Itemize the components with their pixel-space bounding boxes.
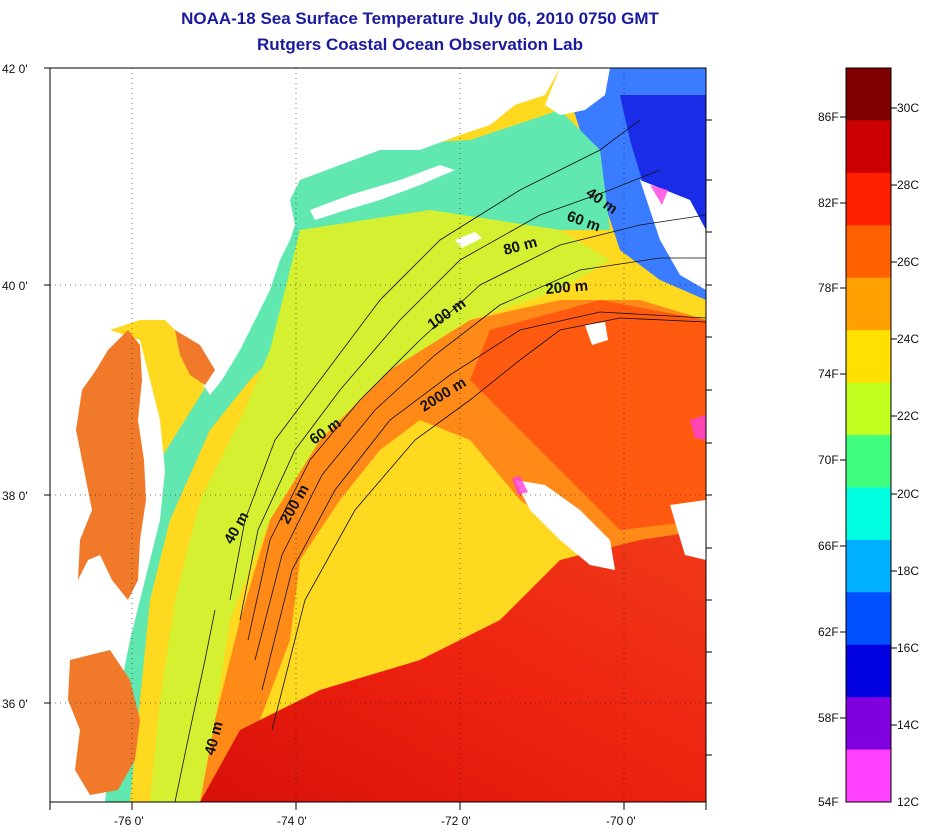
colorbar-c-label: 14C	[897, 718, 920, 732]
colorbar-frame	[845, 67, 892, 803]
lat-label: 38 0'	[2, 489, 28, 503]
colorbar-f-label: 70F	[818, 453, 839, 467]
contour-label: 200 m	[545, 277, 589, 298]
colorbar-band	[846, 172, 891, 226]
axis-ticks	[44, 67, 712, 810]
contour-80m	[247, 214, 706, 641]
lat-label: 36 0'	[2, 697, 28, 711]
contour-40m	[229, 119, 641, 601]
colorbar-band	[846, 644, 891, 698]
colorbar-band	[846, 382, 891, 436]
delaware-bay	[175, 330, 215, 385]
colorbar-c-label: 24C	[897, 332, 920, 346]
warm-eddy-region	[470, 300, 706, 530]
cloud-patch	[670, 500, 706, 560]
colorbar-f-label: 82F	[818, 196, 839, 210]
lon-label: -72 0'	[441, 814, 471, 828]
shelf-region	[150, 210, 610, 802]
colorbar-f-label: 74F	[818, 367, 839, 381]
lat-label: 42 0'	[2, 62, 28, 76]
colorbar-band	[846, 330, 891, 384]
colorbar-f-label: 66F	[818, 539, 839, 553]
cloud-patch	[515, 480, 615, 570]
colorbar-f-label: 78F	[818, 281, 839, 295]
colorbar-band	[846, 697, 891, 751]
colorbar-ticks	[840, 107, 897, 726]
cloud-fringe	[690, 415, 706, 440]
contour-60m	[239, 169, 661, 621]
land-long-island	[310, 165, 455, 220]
chesapeake-bay	[76, 330, 146, 600]
colorbar-c-label: 26C	[897, 255, 920, 269]
contour-coast-40m	[174, 609, 216, 802]
colorbar-c-label: 28C	[897, 178, 920, 192]
contour-200m	[261, 311, 706, 691]
colorbar-c-label: 16C	[897, 641, 920, 655]
colorbar-f-label: 58F	[818, 711, 839, 725]
lon-label: -70 0'	[606, 814, 636, 828]
map-title-line-2: Rutgers Coastal Ocean Observation Lab	[257, 35, 583, 54]
land-new-england	[50, 68, 560, 395]
colorbar-c-label: 30C	[897, 101, 920, 115]
contour-100m	[254, 257, 706, 661]
cloud-fringe	[650, 185, 668, 205]
map-frame	[49, 67, 707, 803]
bathymetry-contours	[174, 119, 706, 802]
pamlico-sound	[68, 650, 140, 795]
colorbar-band	[846, 68, 891, 121]
colorbar-band	[846, 539, 891, 593]
colorbar-band	[846, 749, 891, 803]
colorbar-f-label: 86F	[818, 110, 839, 124]
colorbar-band	[846, 225, 891, 279]
lon-label: -76 0'	[114, 814, 144, 828]
lat-label: 40 0'	[2, 279, 28, 293]
colorbar-f-label: 54F	[818, 795, 839, 809]
colorbar-band	[846, 592, 891, 646]
colorbar-c-label: 18C	[897, 564, 920, 578]
contour-2000m	[271, 317, 706, 731]
colorbar-band	[846, 435, 891, 488]
colorbar-band	[846, 120, 891, 174]
land-cape-cod	[545, 68, 610, 115]
cloud-patch	[585, 322, 608, 345]
map-title-line-1: NOAA-18 Sea Surface Temperature July 06,…	[181, 9, 659, 28]
colorbar-c-label: 22C	[897, 409, 920, 423]
lon-label: -74 0'	[277, 814, 307, 828]
cloud-patch	[640, 180, 706, 290]
colorbar	[840, 67, 897, 803]
gulf-stream	[200, 530, 706, 802]
colorbar-band	[846, 277, 891, 331]
cloud-patch	[455, 232, 482, 248]
colorbar-c-label: 12C	[897, 795, 920, 809]
colorbar-c-label: 20C	[897, 487, 920, 501]
cloud-fringe	[512, 476, 528, 495]
colorbar-band	[846, 487, 891, 541]
colorbar-f-label: 62F	[818, 625, 839, 639]
